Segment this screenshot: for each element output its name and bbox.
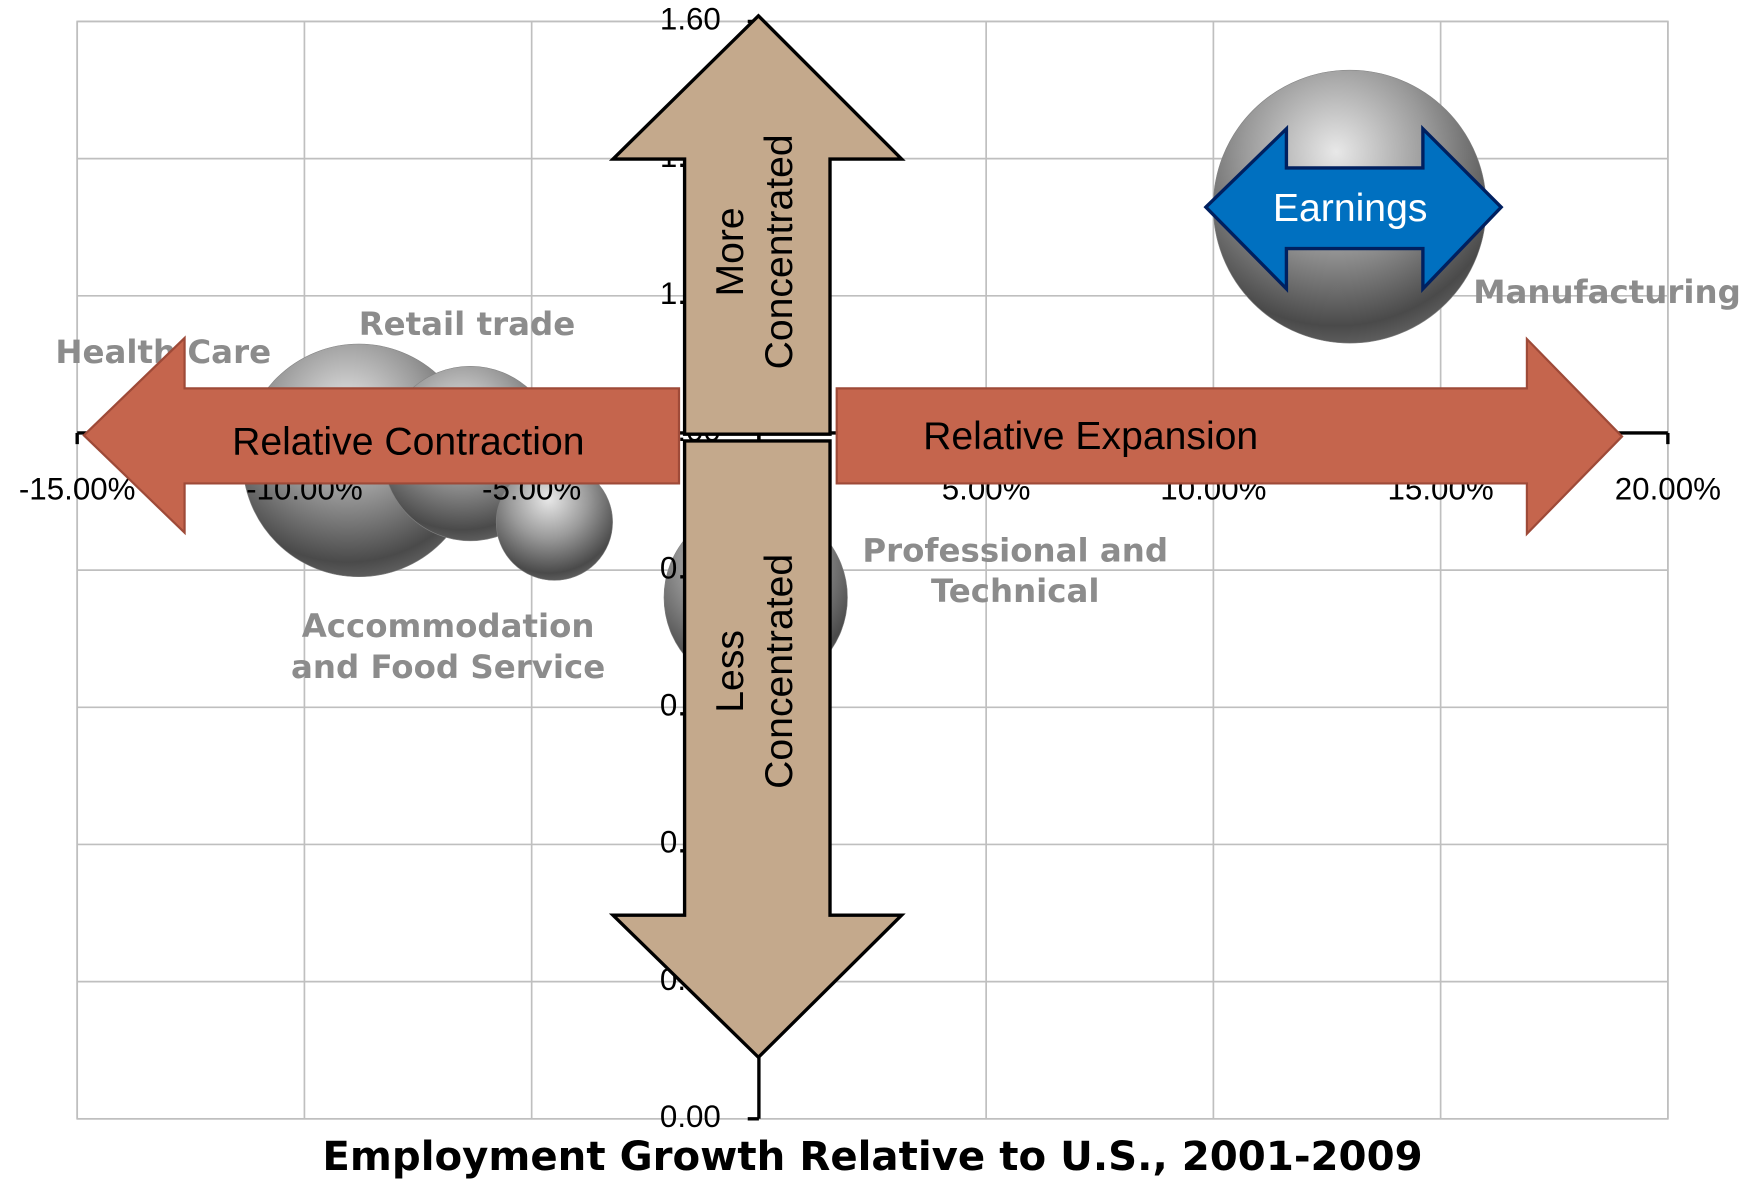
x-tick-label: -15.00% xyxy=(19,471,136,506)
x-axis-title: Employment Growth Relative to U.S., 2001… xyxy=(322,1134,1422,1180)
annotation-arrows: Relative Contraction Relative Expansion … xyxy=(82,13,1624,1060)
data-label: Accommodation and Food Service xyxy=(291,607,605,686)
data-label: Professional and Technical xyxy=(862,532,1168,611)
arrow-earnings xyxy=(1203,124,1504,293)
arrow-expansion xyxy=(835,336,1624,537)
y-tick-label: 1.60 xyxy=(660,2,721,37)
annotation: Earnings xyxy=(1273,187,1427,230)
arrow-more xyxy=(608,13,906,436)
arrow-contraction xyxy=(82,335,681,536)
y-tick-label: 0.00 xyxy=(660,1099,721,1134)
data-label: Retail trade xyxy=(359,305,576,343)
annotation: Relative Expansion xyxy=(923,415,1258,458)
data-label: Manufacturing xyxy=(1473,273,1741,311)
annotation: Less Concentrated xyxy=(709,554,801,789)
annotation: Relative Contraction xyxy=(232,421,584,464)
arrow-less xyxy=(608,439,906,1060)
x-tick-label: 20.00% xyxy=(1615,471,1721,506)
annotation: More Concentrated xyxy=(709,134,801,369)
